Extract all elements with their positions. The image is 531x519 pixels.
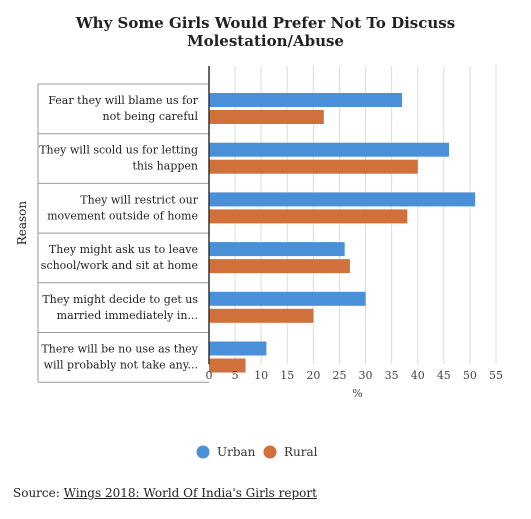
legend-marker-urban [196, 445, 210, 459]
category-label: They will restrict our movement outside o… [47, 193, 199, 222]
bar-urban [209, 93, 403, 107]
legend-label-rural: Rural [284, 445, 318, 459]
x-tick-label: 10 [254, 369, 268, 382]
category-labels: Fear they will blame us for not being car… [39, 94, 199, 372]
x-tick-label: 45 [437, 369, 451, 382]
x-tick-label: 15 [280, 369, 294, 382]
bars [209, 93, 476, 373]
bar-urban [209, 291, 366, 306]
x-tick-label: 35 [385, 369, 399, 382]
bar-urban [209, 341, 267, 356]
category-label: They will scold us for letting this happe… [39, 144, 198, 173]
x-tick-label: 0 [206, 369, 213, 382]
x-tick-labels: 0 5 10 15 20 25 30 35 40 45 50 55 [206, 369, 504, 382]
legend-label-urban: Urban [217, 445, 256, 459]
bar-rural [209, 110, 324, 124]
source-label: Source: [13, 486, 60, 500]
category-label: They might ask us to leave school/work an… [41, 243, 198, 272]
bar-chart: Fear they will blame us for not being car… [15, 66, 504, 459]
bar-urban [209, 192, 476, 207]
x-axis-label: % [352, 387, 362, 400]
bar-rural [209, 358, 246, 373]
x-tick-label: 50 [463, 369, 477, 382]
x-tick-label: 55 [489, 369, 503, 382]
x-tick-label: 25 [332, 369, 346, 382]
x-tick-label: 20 [306, 369, 320, 382]
bar-rural [209, 159, 418, 174]
bar-rural [209, 209, 408, 224]
bar-rural [209, 308, 314, 323]
legend-marker-rural [263, 445, 277, 459]
source-link[interactable]: Wings 2018: World Of India's Girls repor… [63, 486, 317, 500]
bar-urban [209, 242, 345, 257]
x-tick-label: 5 [232, 369, 239, 382]
legend: Urban Rural [196, 445, 318, 459]
source-note: Source: Wings 2018: World Of India's Gir… [13, 486, 317, 500]
x-tick-label: 40 [411, 369, 425, 382]
category-separators [37, 83, 209, 383]
chart-title: Why Some Girls Would Prefer Not To Discu… [75, 14, 456, 50]
y-axis-label: Reason [15, 201, 29, 246]
category-label: Fear they will blame us for not being car… [48, 94, 199, 123]
bar-urban [209, 142, 450, 157]
category-label: They might decide to get us married immed… [42, 293, 198, 322]
category-label: There will be no use as they will probabl… [41, 343, 198, 372]
x-tick-label: 30 [359, 369, 373, 382]
bar-rural [209, 259, 350, 274]
